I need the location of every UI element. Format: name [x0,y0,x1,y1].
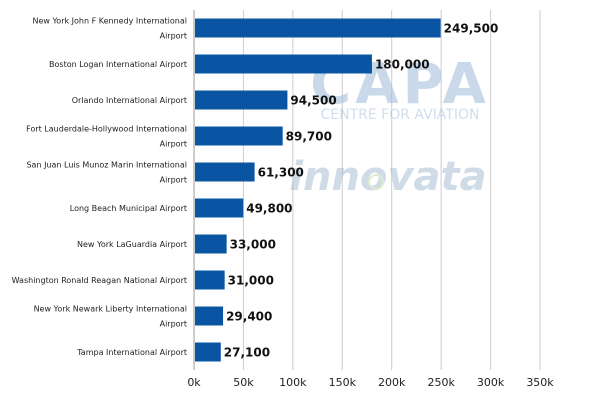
category-label: San Juan Luis Munoz Marin International A… [26,161,187,185]
x-axis-tick-labels: 0k 50k 100k 150k 200k 250k 300k 350k [187,376,554,389]
bar [195,162,255,182]
x-tick-label: 150k [329,376,357,389]
x-tick-label: 0k [187,376,201,389]
value-labels: 249,500 180,000 94,500 89,700 61,300 49,800 33… [224,22,499,360]
bar [195,198,244,218]
x-tick-label: 100k [279,376,307,389]
data-label: 27,100 [224,346,270,360]
category-label: Tampa International Airport [76,348,187,357]
data-label: 180,000 [375,58,430,72]
x-tick-label: 350k [526,376,554,389]
data-label: 33,000 [230,238,276,252]
category-labels: New York John F Kennedy International Air… [12,17,187,358]
bar [195,234,227,254]
category-label: Boston Logan International Airport [49,60,187,69]
bar [195,270,225,290]
bar [195,342,221,362]
category-label: New York John F Kennedy International Air… [32,17,187,41]
x-tick-label: 200k [378,376,406,389]
x-tick-label: 300k [477,376,505,389]
data-label: 89,700 [286,130,332,144]
bar [195,126,283,146]
data-label: 31,000 [228,274,274,288]
category-label: Orlando International Airport [72,96,187,105]
data-label: 94,500 [290,94,336,108]
x-tick-label: 50k [233,376,254,389]
category-label: Long Beach Municipal Airport [70,204,187,213]
data-label: 29,400 [226,310,272,324]
innovata-dot-icon [368,174,384,190]
data-label: 249,500 [444,22,499,36]
x-tick-label: 250k [427,376,455,389]
bar [195,18,441,38]
data-label: 61,300 [258,166,304,180]
bars [195,18,441,362]
category-label: New York LaGuardia Airport [77,240,187,249]
watermark-group: CAPA CENTRE FOR AVIATION innovata [289,52,486,200]
data-label: 49,800 [246,202,292,216]
bar [195,54,372,74]
capa-tagline-watermark: CENTRE FOR AVIATION [321,107,480,123]
category-label: New York Newark Liberty International Air… [34,305,187,329]
bar [195,306,224,326]
category-label: Fort Lauderdale-Hollywood International A… [26,125,187,149]
category-label: Washington Ronald Reagan National Airpor… [12,276,187,285]
bar [195,90,288,110]
innovata-watermark: innovata [289,154,486,200]
